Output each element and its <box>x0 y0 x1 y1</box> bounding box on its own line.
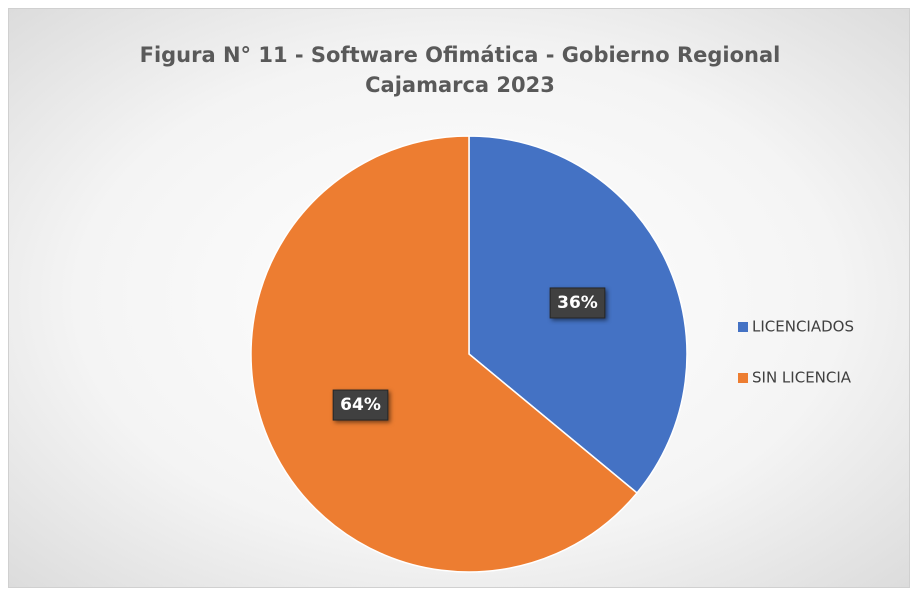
data-label: 36% <box>557 293 598 313</box>
data-label-box <box>549 287 606 319</box>
legend-swatch <box>738 373 748 383</box>
legend-label: SIN LICENCIA <box>752 369 852 387</box>
pie-slice <box>250 135 639 573</box>
legend-swatch <box>738 322 748 332</box>
data-label-group: 36% <box>549 287 606 319</box>
chart-title: Figura N° 11 - Software Ofimática - Gobi… <box>139 43 781 97</box>
data-label-group: 64% <box>332 389 389 421</box>
data-label: 64% <box>340 395 381 415</box>
legend-label: LICENCIADOS <box>752 318 854 336</box>
data-label-box <box>332 389 389 421</box>
